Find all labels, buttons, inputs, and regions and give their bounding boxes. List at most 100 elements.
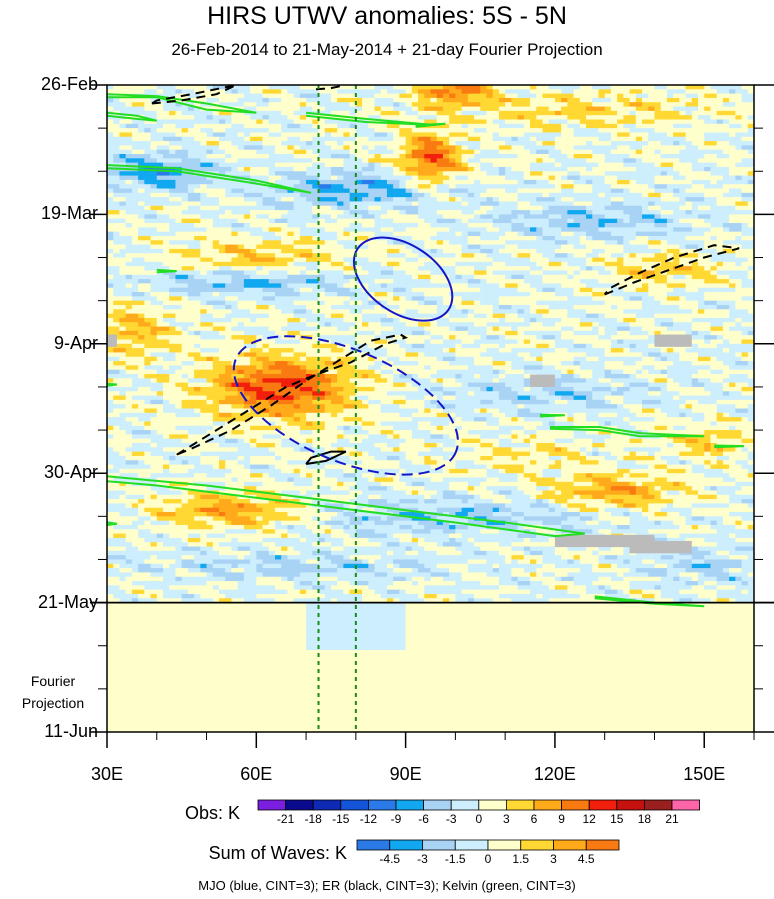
heatmap-cell	[673, 149, 680, 155]
heatmap-cell	[449, 184, 456, 190]
heatmap-cell	[691, 197, 699, 203]
heatmap-cell	[511, 145, 519, 151]
heatmap-cell	[343, 110, 351, 116]
heatmap-cell	[592, 115, 600, 121]
heatmap-cell	[523, 184, 531, 190]
heatmap-cell	[386, 197, 394, 203]
heatmap-cell	[349, 162, 357, 168]
heatmap-cell	[722, 141, 730, 146]
heatmap-cell	[169, 158, 177, 164]
heatmap-cell	[156, 154, 164, 159]
heatmap-cell	[548, 274, 556, 280]
heatmap-cell	[604, 287, 612, 293]
heatmap-cell	[162, 141, 170, 146]
heatmap-cell	[729, 188, 736, 194]
heatmap-cell	[144, 248, 152, 254]
heatmap-cell	[511, 106, 519, 112]
heatmap-cell	[716, 128, 724, 134]
heatmap-cell	[281, 136, 289, 142]
heatmap-cell	[554, 162, 562, 168]
heatmap-cell	[355, 110, 363, 116]
heatmap-cell	[405, 162, 413, 168]
heatmap-cell	[337, 218, 344, 224]
heatmap-cell	[268, 210, 276, 215]
heatmap-cell	[691, 266, 699, 272]
heatmap-cell	[685, 158, 693, 164]
heatmap-cell	[660, 274, 668, 280]
heatmap-cell	[212, 110, 220, 116]
heatmap-cell	[474, 274, 481, 280]
heatmap-cell	[691, 162, 699, 168]
heatmap-cell	[523, 179, 531, 185]
heatmap-cell	[467, 270, 475, 276]
heatmap-cell	[635, 253, 643, 259]
heatmap-cell	[411, 110, 419, 116]
heatmap-cell	[592, 287, 600, 293]
heatmap-cell	[461, 253, 469, 259]
heatmap-cell	[225, 179, 233, 185]
heatmap-cell	[579, 149, 587, 155]
heatmap-cell	[362, 218, 369, 224]
heatmap-cell	[698, 123, 705, 129]
heatmap-cell	[685, 175, 693, 181]
heatmap-cell	[144, 85, 152, 90]
heatmap-cell	[648, 123, 656, 129]
heatmap-cell	[710, 136, 718, 142]
heatmap-cell	[741, 110, 749, 116]
heatmap-cell	[561, 89, 568, 95]
heatmap-cell	[673, 132, 680, 138]
heatmap-cell	[368, 192, 376, 198]
heatmap-cell	[698, 128, 705, 134]
heatmap-cell	[374, 158, 382, 164]
heatmap-cell	[505, 171, 512, 177]
heatmap-cell	[567, 158, 575, 164]
heatmap-cell	[586, 274, 593, 280]
heatmap-cell	[666, 184, 674, 190]
heatmap-cell	[729, 119, 736, 125]
heatmap-cell	[741, 106, 749, 112]
heatmap-cell	[312, 158, 320, 164]
heatmap-cell	[598, 106, 606, 112]
heatmap-cell	[505, 119, 512, 125]
heatmap-cell	[573, 283, 581, 289]
heatmap-cell	[498, 145, 506, 151]
heatmap-cell	[268, 223, 276, 228]
heatmap-cell	[691, 279, 699, 285]
heatmap-cell	[629, 223, 637, 228]
heatmap-cell	[368, 115, 376, 121]
heatmap-cell	[710, 257, 718, 263]
heatmap-cell	[306, 248, 313, 254]
heatmap-cell	[604, 154, 612, 159]
heatmap-cell	[474, 205, 481, 211]
heatmap-cell	[449, 218, 456, 224]
heatmap-cell	[200, 240, 208, 246]
heatmap-cell	[704, 279, 712, 285]
heatmap-cell	[449, 274, 456, 280]
heatmap-cell	[119, 154, 127, 159]
heatmap-cell	[617, 102, 624, 108]
heatmap-cell	[523, 270, 531, 276]
heatmap-cell	[287, 154, 295, 159]
heatmap-cell	[156, 158, 164, 164]
heatmap-cell	[212, 235, 220, 241]
heatmap-cell	[131, 171, 139, 177]
heatmap-cell	[281, 218, 289, 224]
heatmap-cell	[380, 210, 388, 215]
heatmap-cell	[666, 270, 674, 276]
heatmap-cell	[654, 179, 662, 185]
heatmap-cell	[399, 115, 407, 121]
heatmap-cell	[698, 266, 705, 272]
heatmap-cell	[156, 201, 164, 207]
heatmap-cell	[175, 141, 183, 146]
heatmap-cell	[131, 283, 139, 289]
heatmap-cell	[722, 184, 730, 190]
heatmap-cell	[530, 128, 537, 134]
heatmap-cell	[486, 158, 494, 164]
heatmap-cell	[480, 166, 488, 172]
heatmap-cell	[449, 261, 456, 267]
heatmap-cell	[498, 248, 506, 254]
heatmap-cell	[150, 248, 158, 254]
heatmap-cell	[343, 274, 351, 280]
heatmap-cell	[374, 188, 382, 194]
heatmap-cell	[747, 89, 754, 95]
